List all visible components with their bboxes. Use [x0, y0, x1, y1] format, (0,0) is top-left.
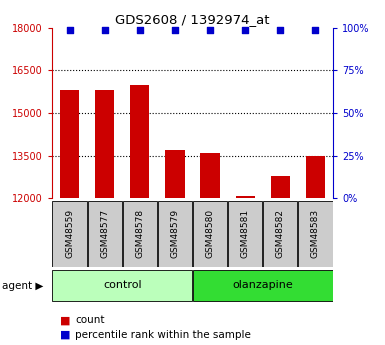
Point	[312, 28, 318, 33]
Bar	[52, 270, 192, 300]
Bar	[228, 201, 262, 267]
Title: GDS2608 / 1392974_at: GDS2608 / 1392974_at	[115, 13, 270, 27]
Text: GSM48580: GSM48580	[206, 209, 214, 258]
Bar	[201, 153, 220, 198]
Point	[207, 28, 213, 33]
Text: count: count	[75, 315, 105, 325]
Text: percentile rank within the sample: percentile rank within the sample	[75, 330, 251, 339]
Bar	[271, 176, 290, 198]
Text: GSM48581: GSM48581	[241, 209, 250, 258]
Bar	[193, 270, 333, 300]
Bar	[263, 201, 298, 267]
Text: GSM48583: GSM48583	[311, 209, 320, 258]
Text: agent ▶: agent ▶	[2, 281, 43, 290]
Text: control: control	[103, 280, 142, 290]
Bar	[193, 201, 227, 267]
Text: GSM48582: GSM48582	[276, 209, 285, 258]
Bar	[298, 201, 333, 267]
Point	[137, 28, 143, 33]
Bar	[52, 201, 87, 267]
Bar	[60, 90, 79, 198]
Text: GSM48578: GSM48578	[135, 209, 144, 258]
Text: ■: ■	[60, 315, 70, 325]
Point	[172, 28, 178, 33]
Text: GSM48559: GSM48559	[65, 209, 74, 258]
Bar	[158, 201, 192, 267]
Point	[67, 28, 73, 33]
Bar	[95, 90, 114, 198]
Point	[277, 28, 283, 33]
Bar	[165, 150, 184, 198]
Text: GSM48577: GSM48577	[100, 209, 109, 258]
Text: olanzapine: olanzapine	[233, 280, 293, 290]
Bar	[306, 156, 325, 198]
Text: GSM48579: GSM48579	[171, 209, 179, 258]
Bar	[87, 201, 122, 267]
Point	[102, 28, 108, 33]
Bar	[123, 201, 157, 267]
Bar	[130, 85, 149, 198]
Text: ■: ■	[60, 330, 70, 339]
Bar	[236, 196, 255, 198]
Point	[242, 28, 248, 33]
